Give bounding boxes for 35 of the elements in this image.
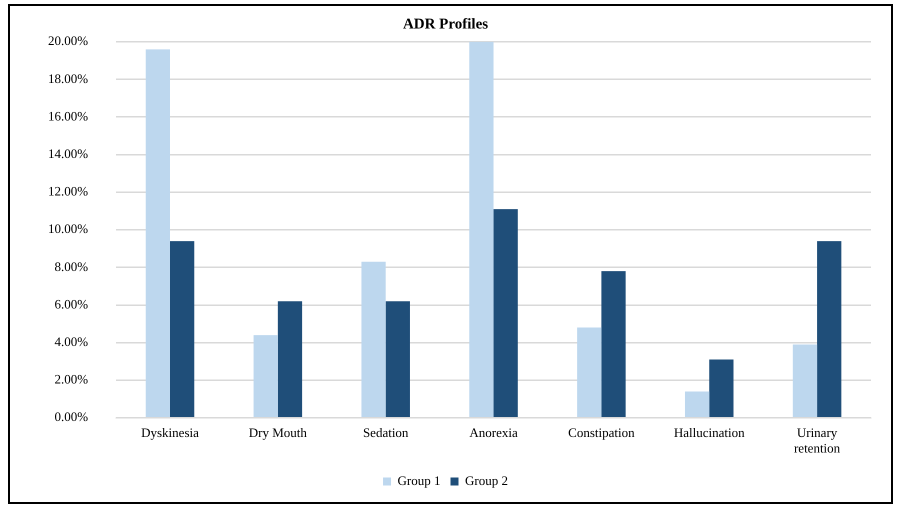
bar xyxy=(469,42,494,418)
bar xyxy=(494,209,518,418)
bar xyxy=(146,49,170,418)
bar xyxy=(817,241,842,418)
chart-title: ADR Profiles xyxy=(402,16,488,33)
legend-label: Group 1 xyxy=(398,472,440,488)
x-tick-label: Anorexia xyxy=(469,425,518,440)
y-tick-label: 18.00% xyxy=(48,70,88,86)
y-tick-label: 8.00% xyxy=(54,258,88,274)
bar xyxy=(601,271,626,418)
y-tick-label: 0.00% xyxy=(54,409,88,424)
x-tick-label: Urinary retention xyxy=(794,425,841,456)
y-tick-label: 2.00% xyxy=(54,372,88,387)
bar xyxy=(170,241,194,418)
y-tick-label: 6.00% xyxy=(54,296,88,312)
bar xyxy=(577,328,602,418)
x-tick-label: Constipation xyxy=(568,425,636,440)
x-tick-label: Hallucination xyxy=(674,425,746,440)
y-tick-label: 4.00% xyxy=(54,334,88,350)
bar xyxy=(684,391,710,418)
bar xyxy=(792,344,818,418)
y-tick-label: 12.00% xyxy=(48,184,88,199)
x-tick-label: Dry Mouth xyxy=(248,425,308,440)
bar xyxy=(361,262,386,418)
bar xyxy=(709,360,734,418)
bar xyxy=(278,301,302,418)
legend-label: Group 2 xyxy=(465,472,508,488)
x-tick-label: Sedation xyxy=(362,425,409,440)
bar xyxy=(254,335,278,418)
bar xyxy=(386,301,410,418)
y-tick-label: 16.00% xyxy=(48,108,88,124)
x-tick-label: Dyskinesia xyxy=(141,425,200,440)
y-tick-label: 14.00% xyxy=(48,146,88,162)
y-tick-label: 20.00% xyxy=(48,33,88,48)
y-tick-label: 10.00% xyxy=(48,221,88,236)
